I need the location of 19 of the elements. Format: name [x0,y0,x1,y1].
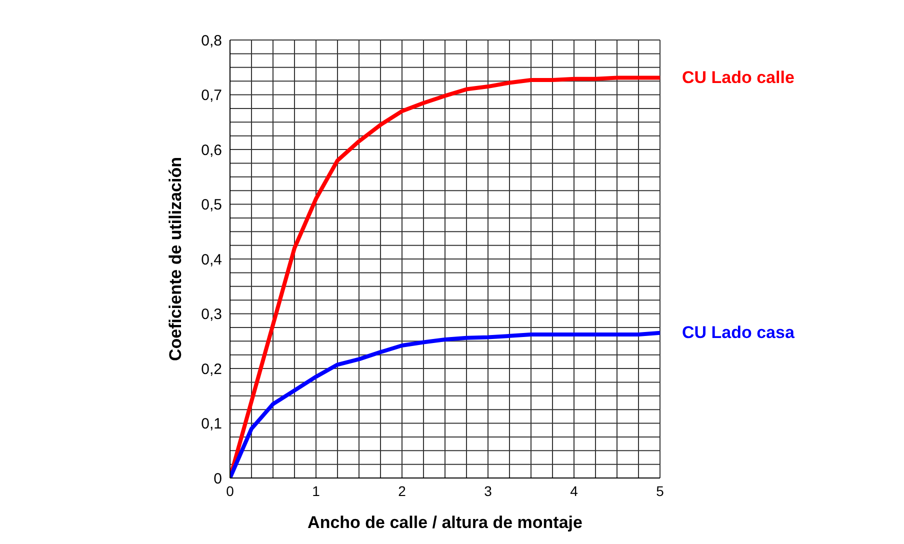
x-tick-label: 0 [226,482,234,499]
x-tick-label: 2 [398,482,406,499]
x-tick-label: 5 [656,482,664,499]
y-tick-label: 0,1 [201,416,222,433]
y-tick-label: 0,8 [201,32,222,50]
y-tick-label: 0,5 [201,196,222,214]
series-label: CU Lado calle [682,68,794,87]
y-tick-label: 0,6 [201,142,222,159]
y-tick-label: 0,2 [201,360,222,378]
x-tick-label: 1 [312,482,320,499]
x-tick-label: 4 [570,482,578,499]
x-axis-title: Ancho de calle / altura de montaje [308,513,582,532]
y-tick-label: 0,7 [201,87,222,104]
y-tick-label: 0,3 [201,306,222,324]
x-tick-label: 3 [484,482,492,499]
y-axis-title: Coeficiente de utilización [166,156,186,362]
series-label: CU Lado casa [682,322,795,342]
y-tick-label: 0 [214,470,222,488]
y-tick-label: 0,4 [201,251,222,268]
